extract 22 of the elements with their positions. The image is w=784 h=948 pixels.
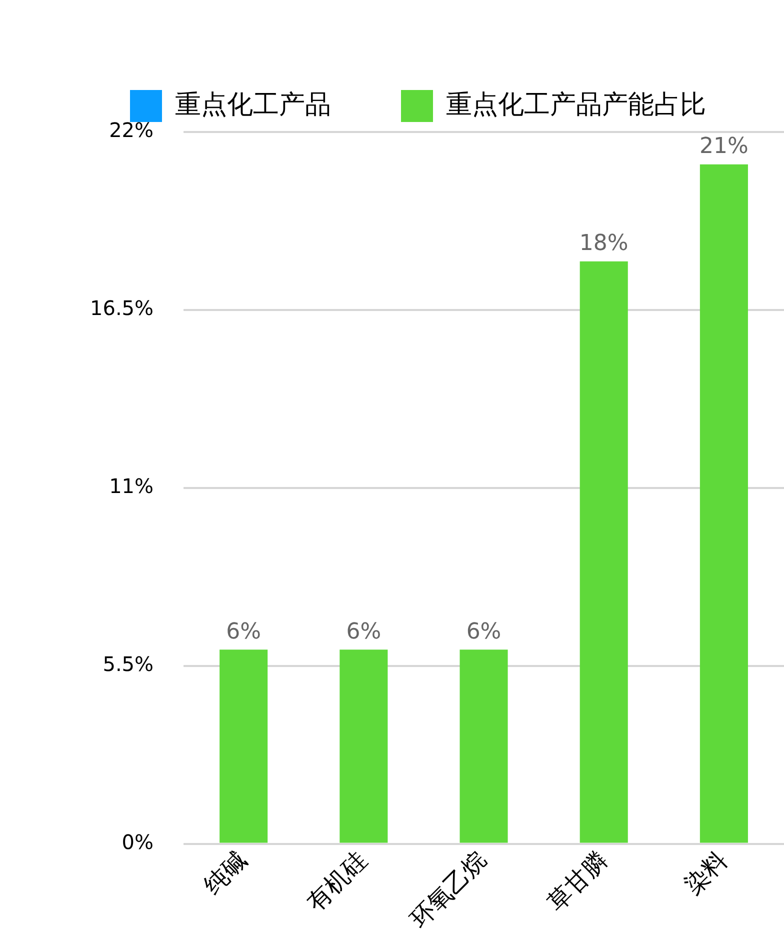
x-tick-label: 草甘膦	[542, 846, 613, 916]
x-tick-label: 纯碱	[198, 846, 252, 900]
y-tick-label: 16.5%	[90, 296, 154, 320]
y-tick-label: 5.5%	[102, 652, 154, 676]
data-label: 21%	[700, 134, 748, 160]
bar	[220, 650, 268, 843]
bar	[700, 164, 748, 843]
x-tick-label: 染料	[678, 846, 733, 900]
y-tick-label: 11%	[109, 474, 154, 498]
bar	[460, 650, 508, 843]
y-tick-label: 0%	[122, 830, 154, 854]
x-tick-label: 环氧乙烷	[404, 846, 492, 934]
legend-label: 重点化工产品产能占比	[446, 90, 706, 120]
data-label: 6%	[346, 619, 382, 644]
x-tick-label: 有机硅	[302, 846, 372, 916]
data-label: 6%	[466, 619, 502, 644]
data-label: 6%	[226, 619, 262, 644]
legend-label: 重点化工产品	[175, 90, 331, 120]
bar	[580, 261, 628, 843]
bar	[340, 650, 388, 843]
data-label: 18%	[579, 231, 628, 256]
y-tick-label: 22%	[109, 118, 154, 142]
